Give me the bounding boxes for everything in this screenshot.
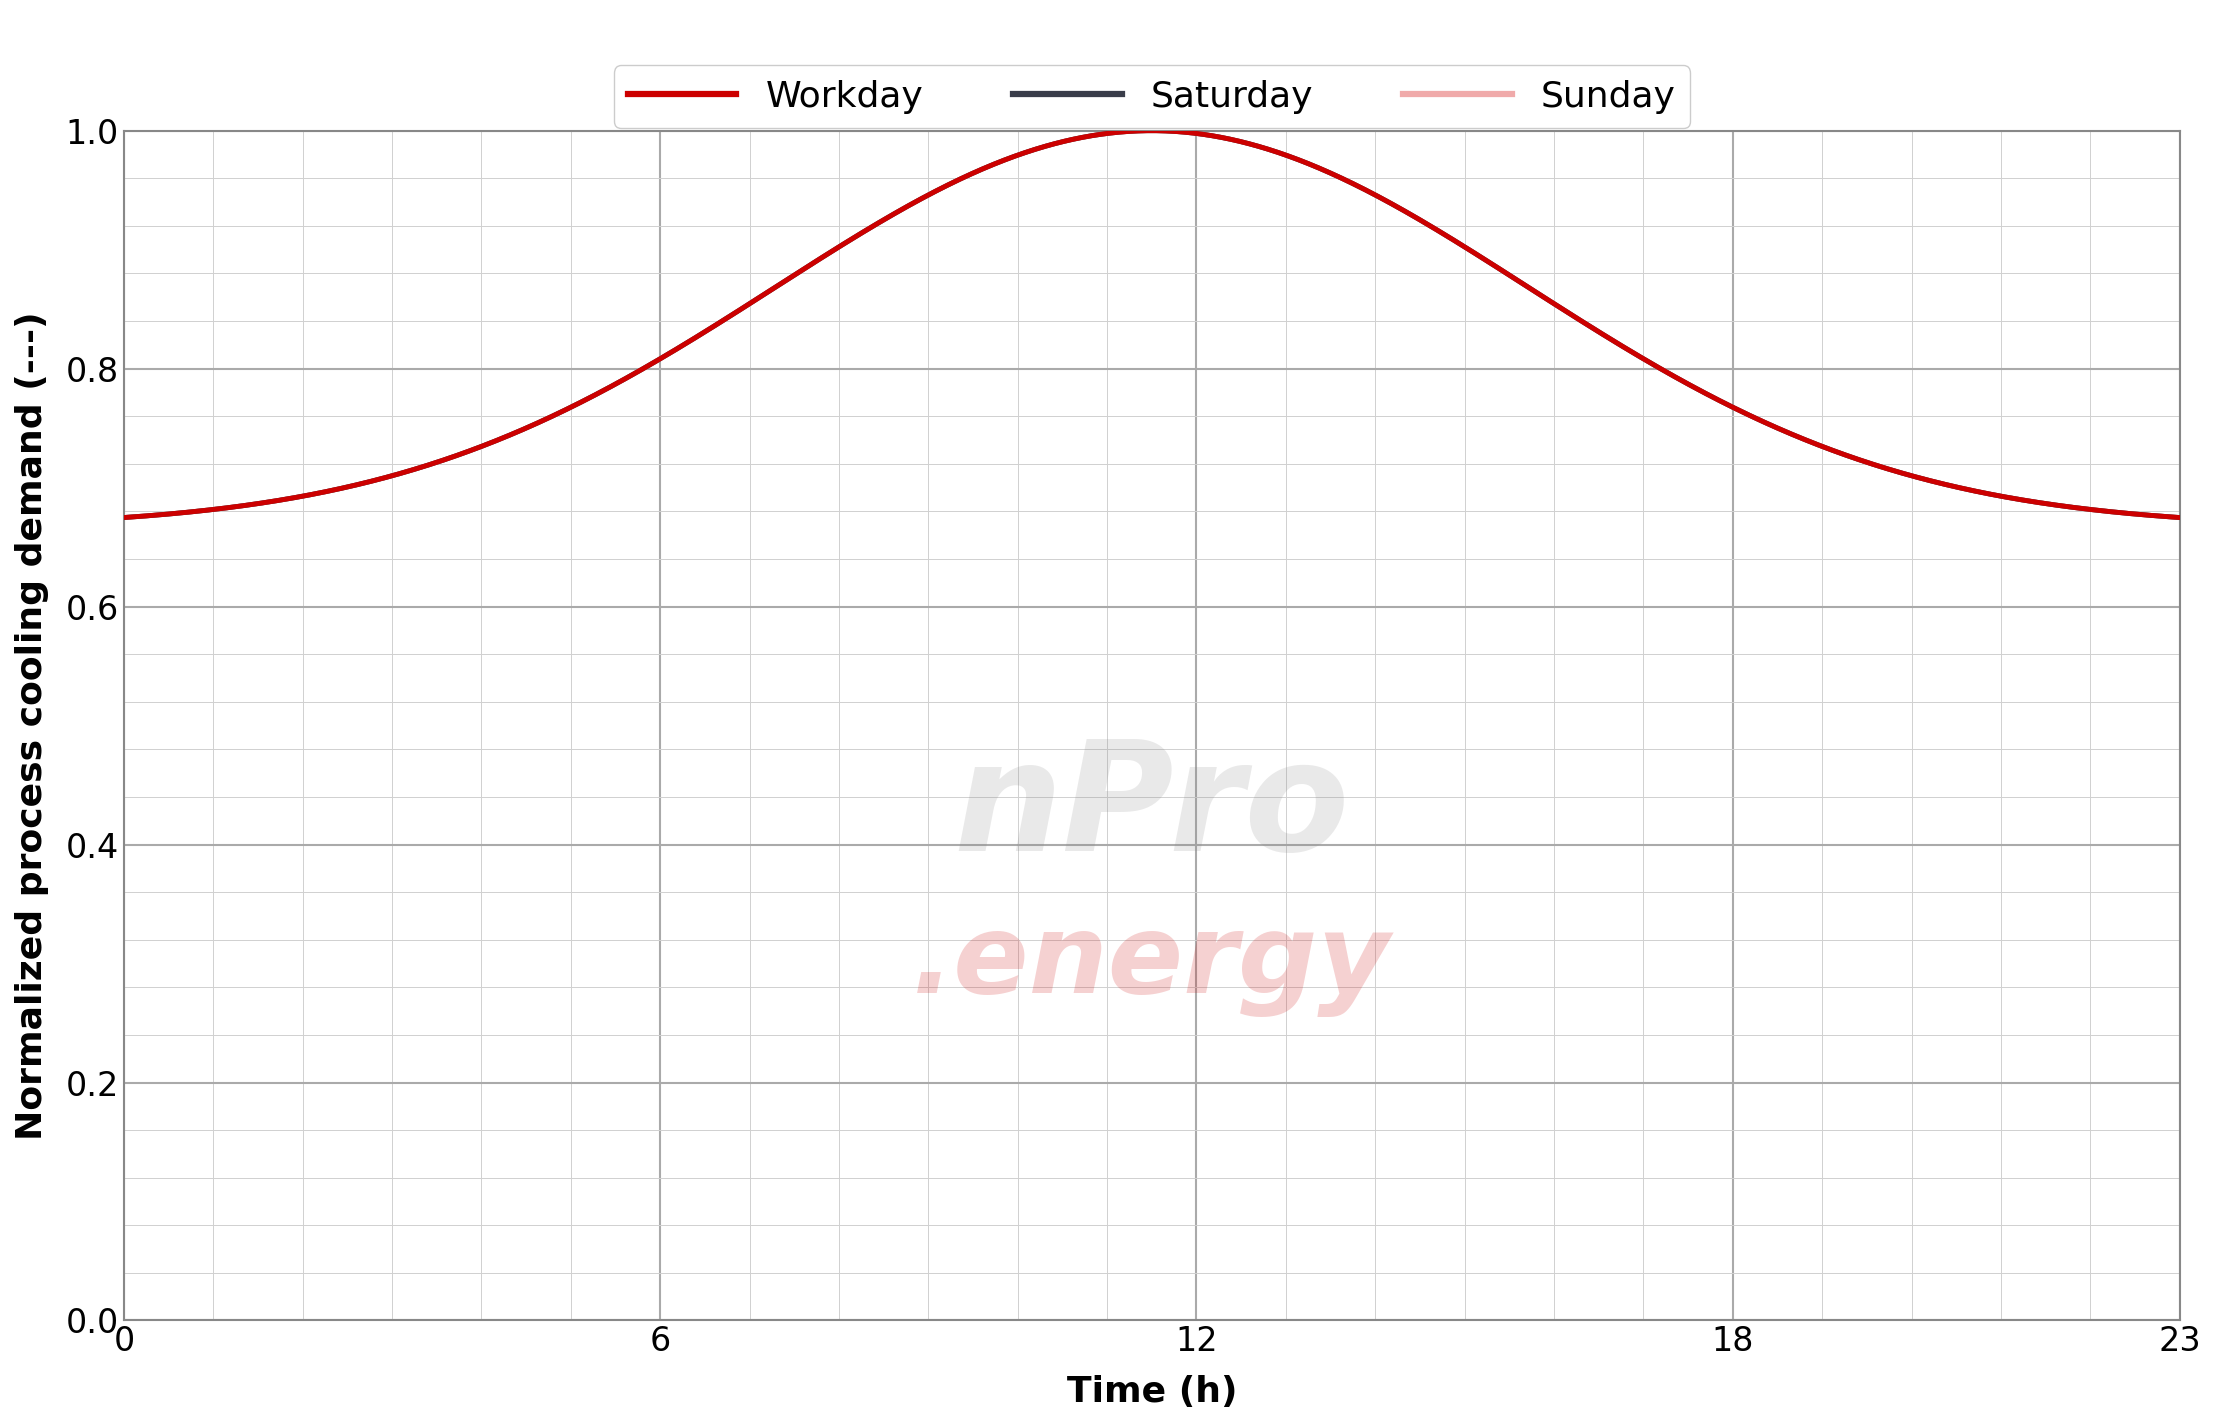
Legend: Workday, Saturday, Sunday: Workday, Saturday, Sunday bbox=[614, 66, 1691, 128]
Text: nPro: nPro bbox=[953, 735, 1350, 883]
Text: .energy: .energy bbox=[913, 910, 1392, 1017]
Y-axis label: Normalized process cooling demand (---): Normalized process cooling demand (---) bbox=[16, 312, 49, 1139]
X-axis label: Time (h): Time (h) bbox=[1066, 1376, 1237, 1408]
